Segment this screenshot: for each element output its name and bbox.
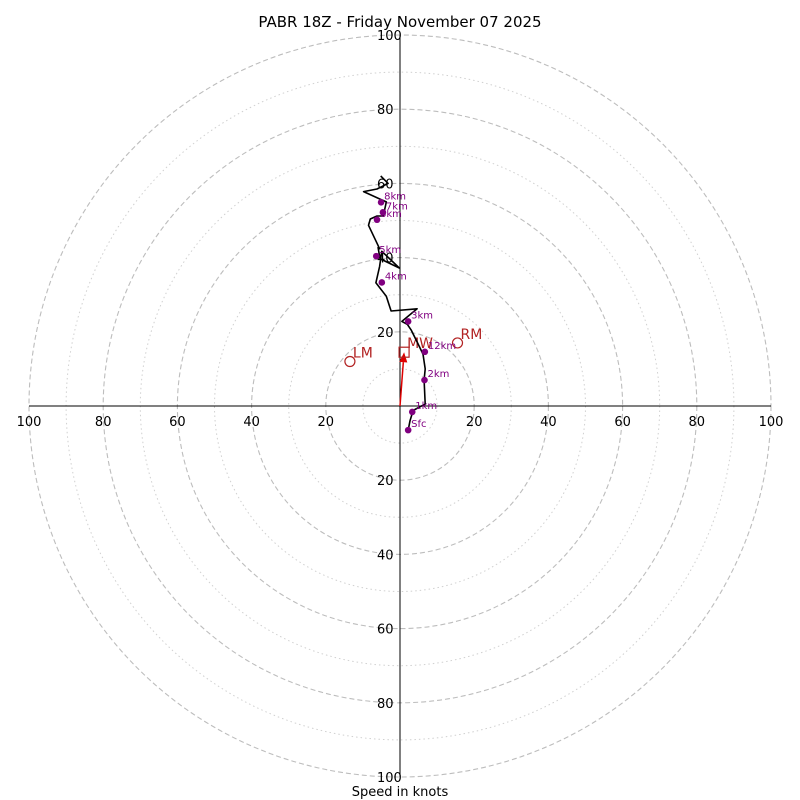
y-tick-label: 100 — [377, 771, 402, 786]
height-marker-sfc — [404, 426, 412, 434]
storm-motion-marker-mw — [398, 346, 410, 358]
y-tick-label: 40 — [377, 548, 394, 563]
height-marker-8km — [377, 199, 385, 206]
shear-vector — [399, 352, 408, 407]
x-tick-label: 20 — [318, 415, 335, 430]
storm-motion-marker-lm — [344, 355, 356, 368]
height-label-5km: 5km — [379, 245, 401, 256]
chart-title: PABR 18Z - Friday November 07 2025 — [258, 13, 541, 31]
storm-motion-label-mw: MW — [407, 336, 433, 352]
storm-motion-marker-rm — [451, 337, 464, 349]
height-label-8km: 8km — [384, 191, 406, 202]
height-marker-6km — [373, 216, 381, 224]
storm-motion-label-lm: LM — [353, 345, 373, 361]
x-tick-label: 80 — [689, 415, 706, 430]
height-label-12km: 12km — [428, 341, 456, 352]
x-tick-label: 60 — [169, 415, 186, 430]
height-label-2km: 2km — [427, 369, 449, 380]
shear-vector-line — [399, 362, 405, 407]
y-tick-label: 60 — [377, 623, 394, 638]
x-axis-label: Speed in knots — [352, 785, 449, 800]
x-tick-labels: 100 80 60 40 20 20 40 60 80 100 — [17, 415, 784, 430]
y-tick-label: 100 — [377, 29, 402, 44]
height-marker-1km — [408, 408, 416, 416]
height-marker-2km — [421, 376, 428, 384]
x-tick-label: 20 — [466, 415, 483, 430]
height-label-6km: 6km — [380, 209, 402, 220]
height-label-sfc: Sfc — [411, 419, 426, 430]
height-marker-3km — [404, 318, 412, 325]
height-marker-5km — [372, 252, 380, 260]
storm-motion-markers: RM LM MW — [344, 327, 483, 368]
height-label-7km: 7km — [386, 201, 408, 212]
height-label-4km: 4km — [385, 271, 407, 282]
x-tick-label: 100 — [759, 415, 784, 430]
storm-motion-label-rm: RM — [461, 327, 483, 343]
x-tick-label: 100 — [17, 415, 42, 430]
y-tick-label: 80 — [377, 697, 394, 712]
x-tick-label: 60 — [614, 415, 631, 430]
y-tick-label: 80 — [377, 103, 394, 118]
x-tick-label: 40 — [540, 415, 557, 430]
height-label-1km: 1km — [415, 401, 437, 412]
x-tick-label: 40 — [243, 415, 260, 430]
height-marker-4km — [378, 279, 386, 286]
height-marker-12km — [421, 348, 429, 356]
y-tick-label: 20 — [377, 326, 394, 341]
height-label-3km: 3km — [411, 310, 433, 321]
y-tick-label: 20 — [377, 474, 394, 489]
height-marker-7km — [379, 209, 387, 216]
x-tick-label: 80 — [95, 415, 112, 430]
